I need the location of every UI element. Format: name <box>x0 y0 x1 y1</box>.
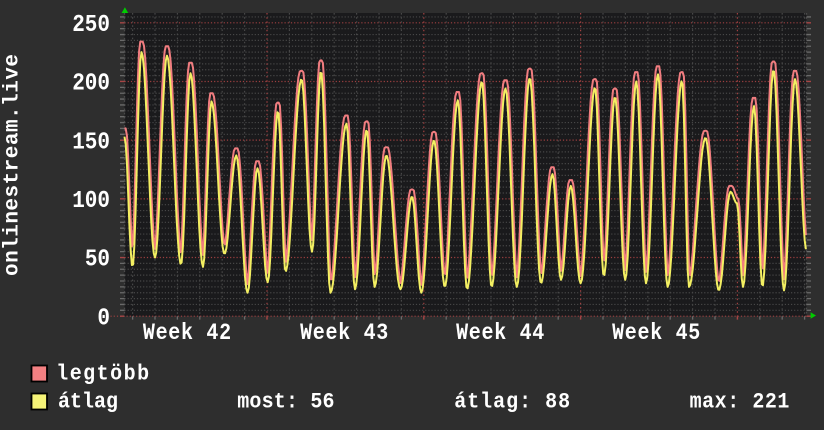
svg-text:250: 250 <box>72 11 110 39</box>
svg-text:max: 221: max: 221 <box>690 389 790 414</box>
svg-text:legtöbb: legtöbb <box>56 361 150 386</box>
svg-text:50: 50 <box>85 245 110 273</box>
svg-text:Week 43: Week 43 <box>300 321 389 347</box>
svg-text:200: 200 <box>72 69 110 97</box>
svg-text:Week 42: Week 42 <box>143 321 232 347</box>
svg-text:átlag: 88: átlag: 88 <box>454 389 571 414</box>
svg-text:0: 0 <box>97 304 110 332</box>
svg-text:Week 45: Week 45 <box>612 321 701 347</box>
svg-text:150: 150 <box>72 128 110 156</box>
svg-text:100: 100 <box>72 187 110 215</box>
svg-text:Week 44: Week 44 <box>456 321 545 347</box>
svg-text:átlag: átlag <box>58 389 118 414</box>
svg-text:most: 56: most: 56 <box>237 389 335 414</box>
svg-text:onlinestream.live: onlinestream.live <box>2 54 25 276</box>
